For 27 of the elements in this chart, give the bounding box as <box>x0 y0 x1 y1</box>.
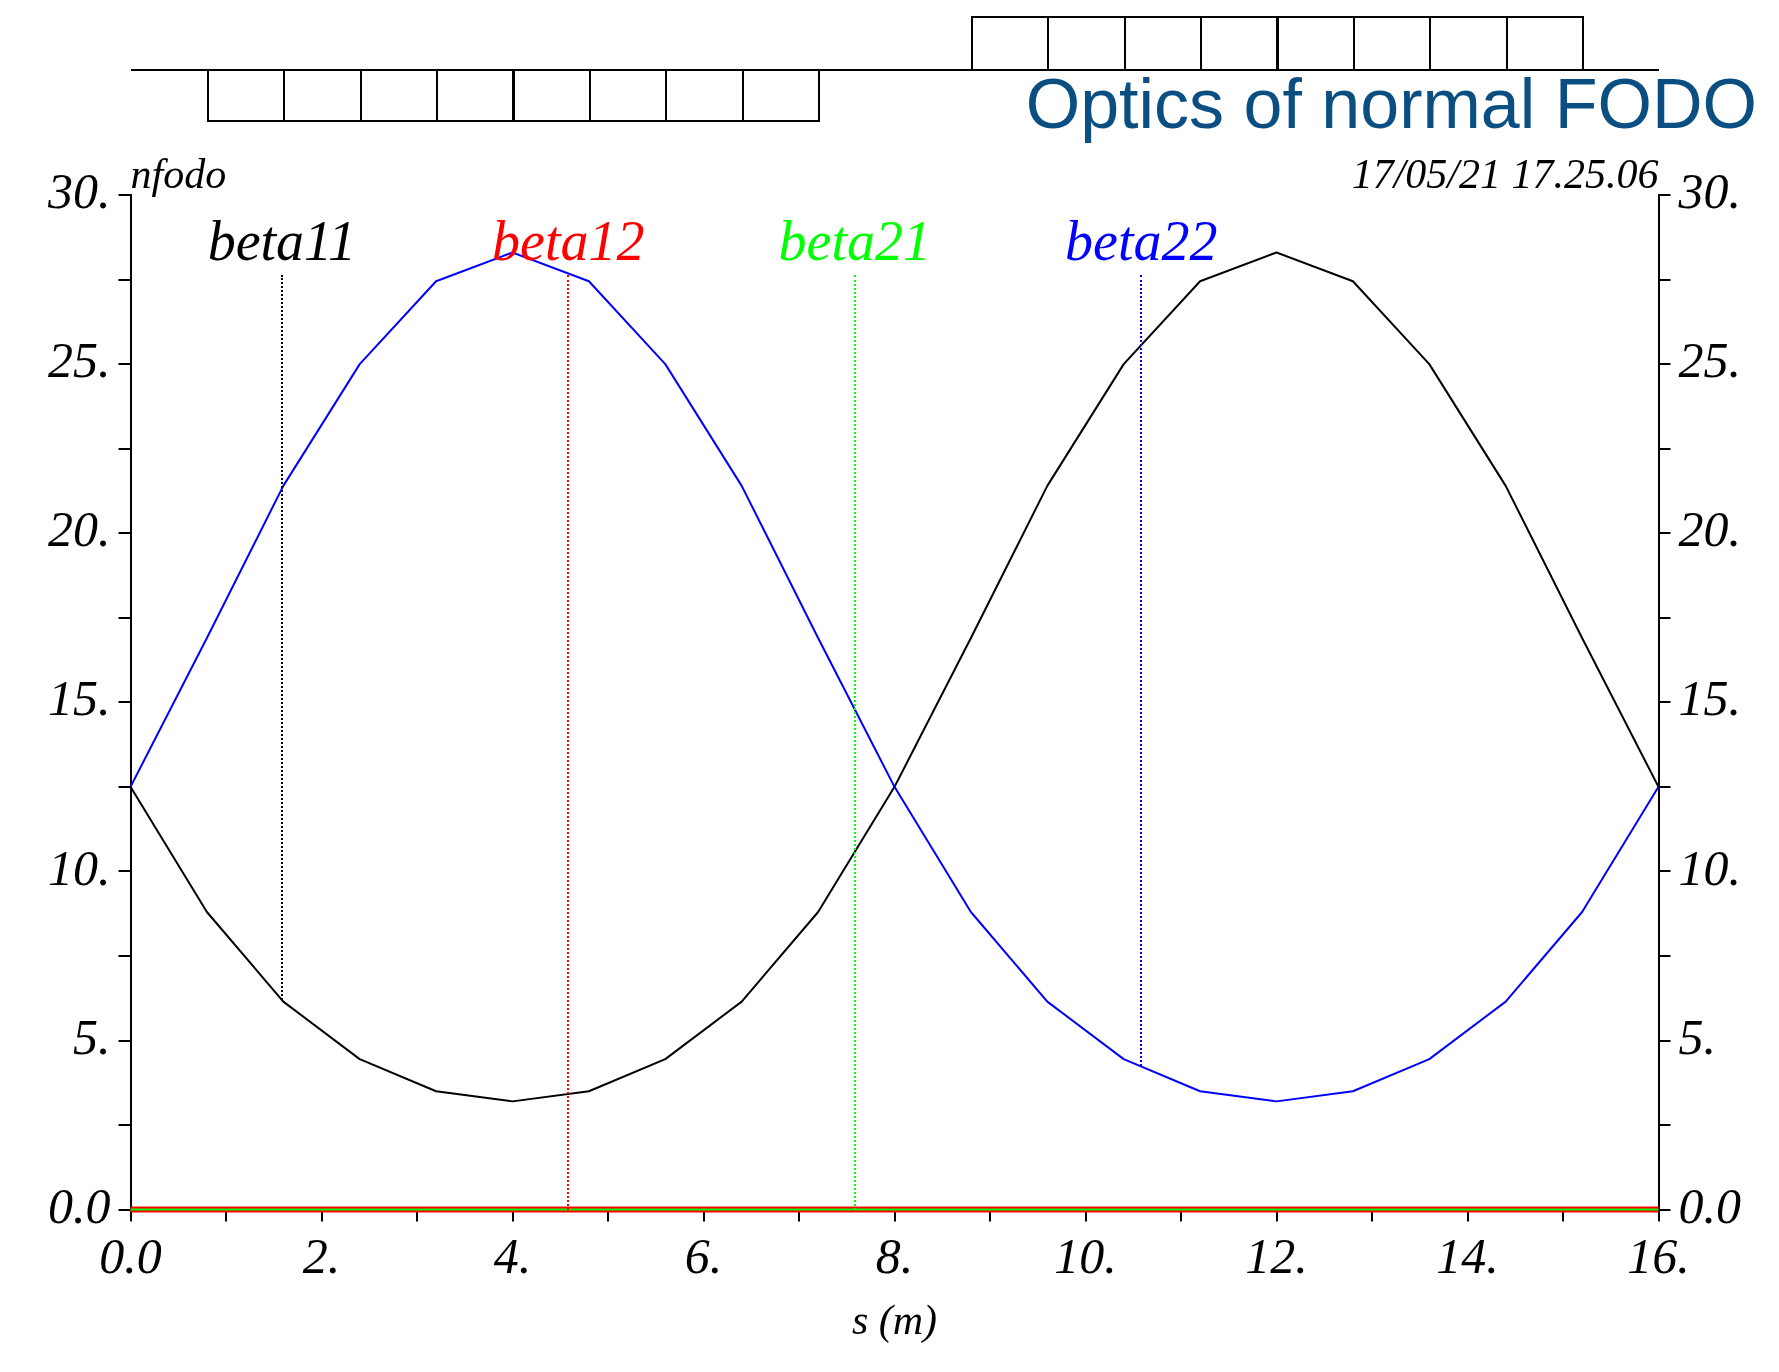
chart-title: Optics of normal FODO <box>1025 64 1757 144</box>
text: beta22 <box>1065 209 1218 272</box>
y2-tick-label: 30. <box>1677 163 1741 220</box>
x-tick-label: 10. <box>1054 1227 1117 1284</box>
text: beta11 <box>207 209 356 272</box>
y-tick-label: 30. <box>47 163 111 220</box>
y2-tick-label: 10. <box>1678 839 1741 896</box>
x-tick-label: 12. <box>1245 1227 1308 1284</box>
x-tick-label: 6. <box>684 1227 723 1284</box>
y2-tick-label: 15. <box>1678 670 1741 727</box>
x-tick-label: 2. <box>302 1227 341 1284</box>
x-tick-label: 14. <box>1436 1227 1499 1284</box>
chart-subtitle: nfodo <box>130 150 227 198</box>
text: beta21 <box>778 209 931 272</box>
y2-tick-label: 20. <box>1678 501 1741 558</box>
y-tick-label: 5. <box>73 1008 111 1065</box>
text: beta12 <box>492 209 645 272</box>
x-tick-label: 8. <box>875 1227 914 1284</box>
x-axis-title: s (m) <box>851 1296 938 1344</box>
annotation: 17/05/21 17.25.06 <box>1351 150 1659 198</box>
y-tick-label: 10. <box>48 839 111 896</box>
y-tick-label: 25. <box>48 332 111 389</box>
y2-tick-label: 5. <box>1678 1008 1716 1065</box>
y-tick-label: 20. <box>48 501 111 558</box>
x-tick-label: 4. <box>493 1227 532 1284</box>
y2-tick-label: 25. <box>1678 332 1741 389</box>
y-tick-label: 15. <box>48 670 111 727</box>
